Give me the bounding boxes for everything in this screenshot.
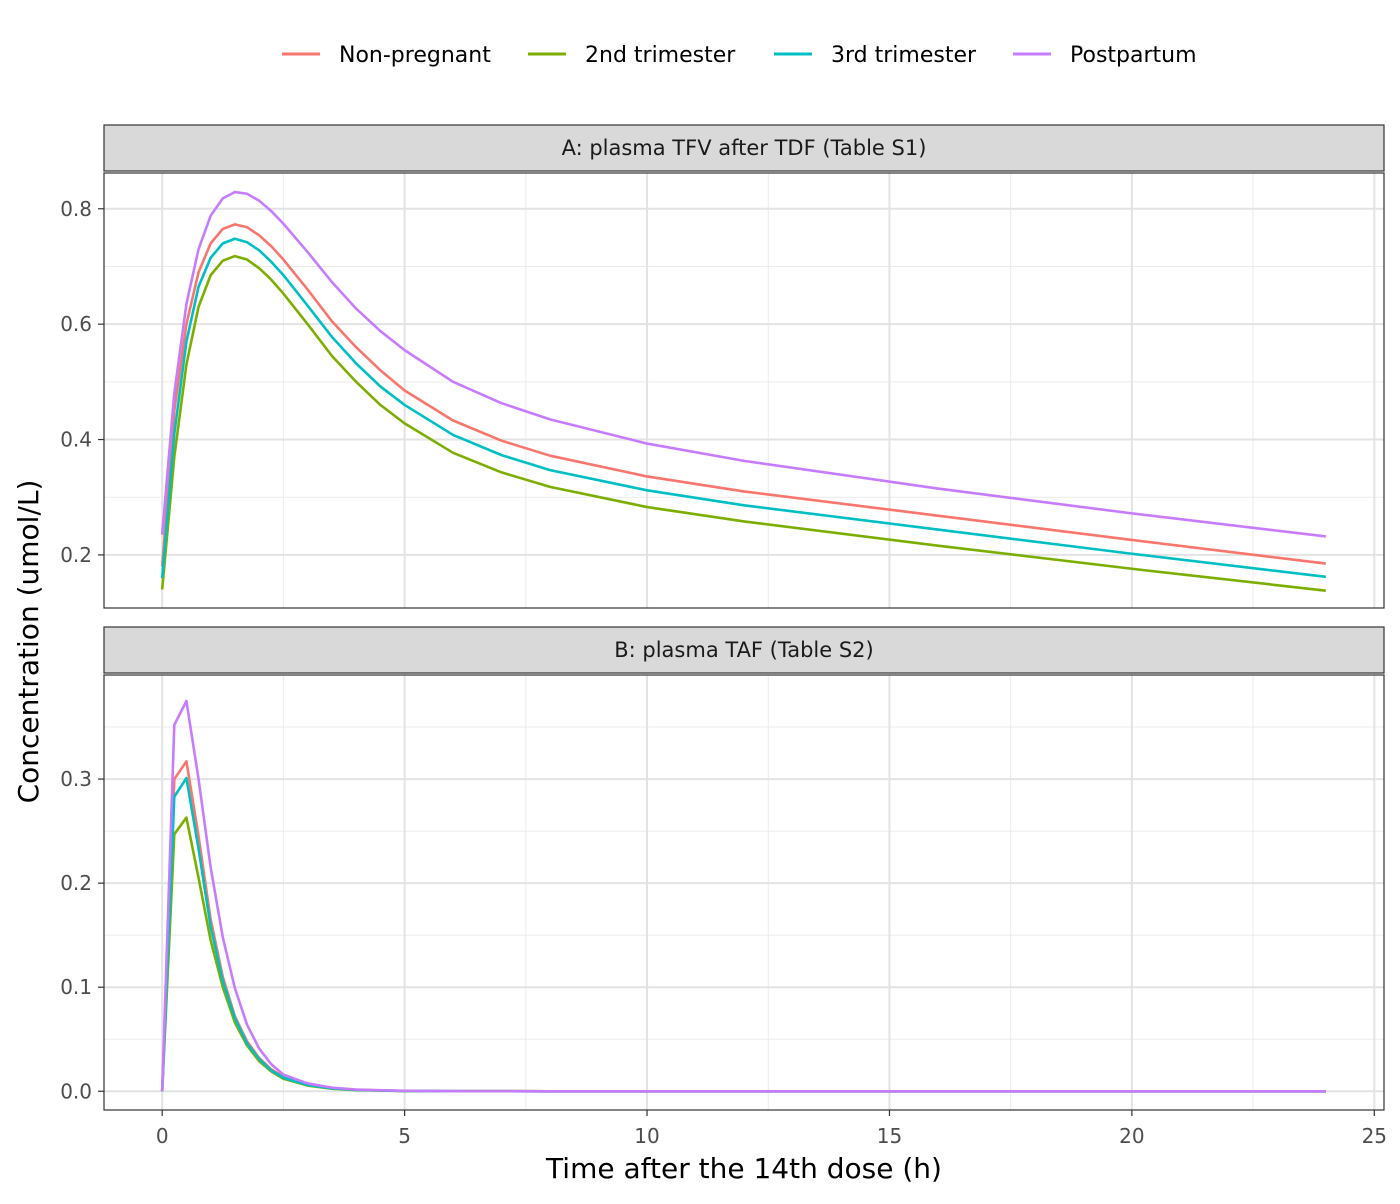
y-tick-label: 0.0: [60, 1079, 92, 1103]
x-tick-label: 5: [398, 1124, 411, 1148]
series-line-postpartum: [160, 190, 1326, 538]
series-line-non-pregnant: [160, 223, 1326, 567]
panel-border: [103, 674, 1385, 1111]
legend-label-3: Postpartum: [1070, 43, 1197, 68]
panel-strip: [103, 626, 1385, 674]
x-tick-label: 10: [634, 1124, 659, 1148]
x-tick-label: 15: [877, 1124, 902, 1148]
panel-b: B: plasma TAF (Table S2) 0.0 0.1 0.2 0.3 0 5 10…: [60, 626, 1387, 1148]
y-axis-title: Concentration (umol/L): [12, 480, 45, 804]
plot-background: [104, 173, 1384, 608]
y-tick-label: 0.4: [60, 428, 92, 452]
panel-title: A: plasma TFV after TDF (Table S1): [562, 136, 927, 160]
legend-label-0: Non-pregnant: [339, 43, 491, 68]
panel-title: B: plasma TAF (Table S2): [614, 638, 874, 662]
y-tick-label: 0.8: [60, 197, 92, 221]
x-tick-label: 20: [1119, 1124, 1144, 1148]
y-tick-label: 0.6: [60, 312, 92, 336]
panel-border: [103, 172, 1385, 609]
series-line-postpartum: [160, 699, 1326, 1093]
y-tick-label: 0.2: [60, 543, 92, 567]
x-tick-label: 25: [1362, 1124, 1387, 1148]
legend-label-1: 2nd trimester: [585, 43, 736, 68]
y-tick-label: 0.2: [60, 871, 92, 895]
legend: Non-pregnant 2nd trimester 3rd trimester Po…: [282, 43, 1197, 68]
x-axis-title: Time after the 14th dose (h): [545, 1152, 942, 1185]
x-tick-label: 0: [156, 1124, 169, 1148]
plot-background: [104, 675, 1384, 1110]
panel-a: A: plasma TFV after TDF (Table S1) 0.2 0.4…: [60, 124, 1385, 609]
legend-label-2: 3rd trimester: [831, 43, 977, 68]
panel-strip: [103, 124, 1385, 172]
y-tick-label: 0.1: [60, 975, 92, 999]
series-line-2nd-trimester: [160, 254, 1326, 592]
series-line-3rd-trimester: [160, 237, 1326, 579]
y-tick-label: 0.3: [60, 767, 92, 791]
